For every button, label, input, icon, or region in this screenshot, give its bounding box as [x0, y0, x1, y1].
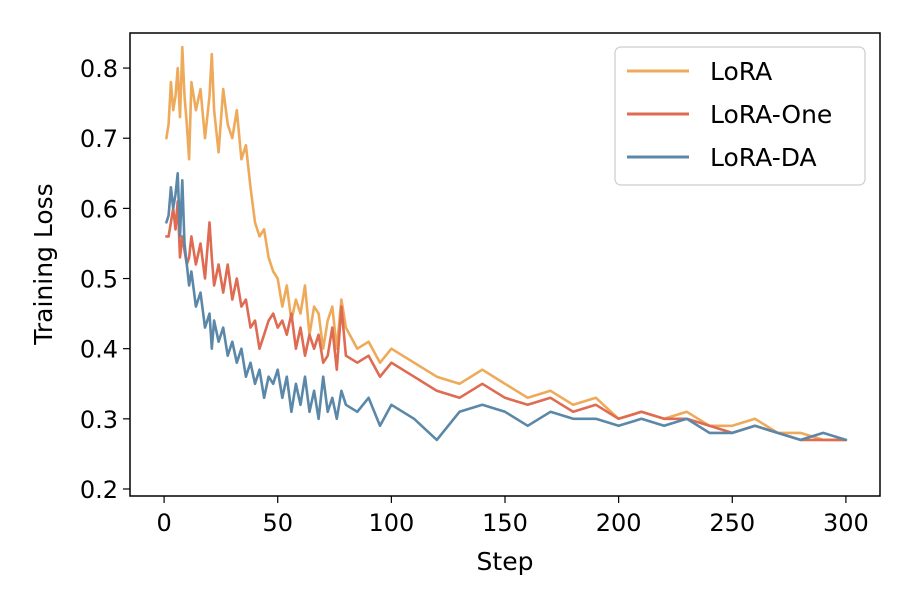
y-tick-label: 0.7 [80, 125, 118, 153]
y-tick-label: 0.4 [80, 336, 118, 364]
y-axis-title: Training Loss [29, 183, 58, 345]
y-tick-label: 0.6 [80, 195, 118, 223]
x-tick-label: 250 [709, 509, 755, 537]
series-layer [165, 45, 848, 442]
x-tick-label: 300 [823, 509, 869, 537]
series-line-lora [165, 45, 848, 442]
y-axis: 0.2 0.3 0.4 0.5 0.6 0.7 0.8 [80, 55, 130, 504]
y-tick-label: 0.3 [80, 406, 118, 434]
legend: LoRA LoRA-One LoRA-DA [614, 46, 866, 186]
legend-frame [614, 46, 866, 186]
legend-label-lora-one: LoRA-One [710, 100, 832, 129]
legend-label-lora: LoRA [710, 57, 772, 86]
y-tick-label: 0.2 [80, 476, 118, 504]
series-line-lora-da [165, 172, 848, 442]
series-line-lora-one [165, 200, 848, 442]
y-tick-label: 0.8 [80, 55, 118, 83]
x-axis: 0 50 100 150 200 250 300 [156, 496, 869, 537]
x-tick-label: 100 [368, 509, 414, 537]
x-tick-label: 200 [596, 509, 642, 537]
x-tick-label: 0 [156, 509, 171, 537]
legend-label-lora-da: LoRA-DA [710, 143, 817, 172]
y-tick-label: 0.5 [80, 266, 118, 294]
x-axis-title: Step [477, 547, 534, 576]
x-tick-label: 50 [262, 509, 293, 537]
x-tick-label: 150 [482, 509, 528, 537]
